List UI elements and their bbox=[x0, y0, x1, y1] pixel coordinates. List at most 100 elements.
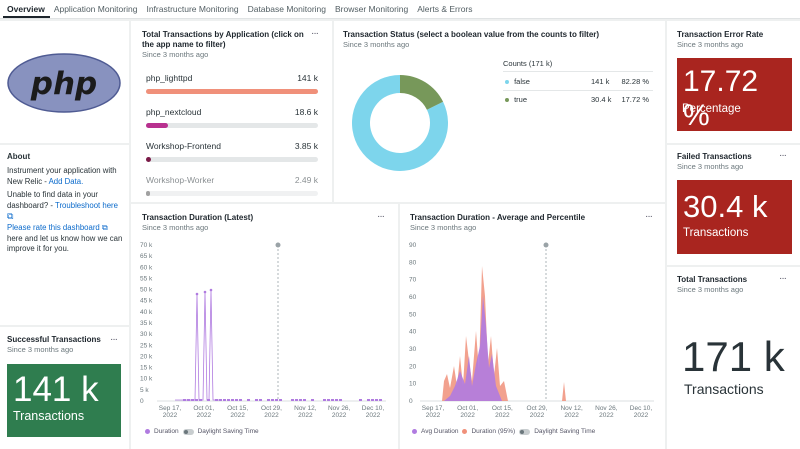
duration-baseline-mark bbox=[339, 399, 342, 401]
y-tick-label: 70 k bbox=[140, 242, 153, 249]
y-tick-label: 30 k bbox=[140, 331, 153, 338]
app-bar-track bbox=[146, 123, 318, 128]
x-tick-label: Nov 26, 2022 bbox=[595, 405, 618, 419]
duration-baseline-mark bbox=[187, 399, 190, 401]
rate-dashboard-link[interactable]: Please rate this dashboard bbox=[7, 223, 100, 232]
legend-duration[interactable]: Duration bbox=[154, 428, 179, 435]
y-tick-label: 50 bbox=[409, 311, 417, 318]
tab-infrastructure-monitoring[interactable]: Infrastructure Monitoring bbox=[142, 4, 243, 18]
dst-marker[interactable] bbox=[276, 243, 281, 248]
y-tick-label: 35 k bbox=[140, 320, 153, 327]
duration-baseline-mark bbox=[295, 399, 298, 401]
status-swatch bbox=[505, 80, 509, 84]
dst-marker[interactable] bbox=[544, 243, 549, 248]
app-bar-fill bbox=[146, 123, 168, 128]
duration-baseline-mark bbox=[359, 399, 362, 401]
tab-alerts-errors[interactable]: Alerts & Errors bbox=[413, 4, 477, 18]
tab-database-monitoring[interactable]: Database Monitoring bbox=[244, 4, 331, 18]
y-tick-label: 90 bbox=[409, 242, 417, 249]
duration-baseline-mark bbox=[219, 399, 222, 401]
duration-baseline-mark bbox=[323, 399, 326, 401]
more-options-icon[interactable]: ··· bbox=[110, 334, 117, 345]
duration-baseline-mark bbox=[223, 399, 226, 401]
legend-dst[interactable]: Daylight Saving Time bbox=[198, 428, 259, 435]
more-options-icon[interactable]: ··· bbox=[779, 150, 786, 161]
status-pct: 17.72 % bbox=[621, 95, 649, 104]
about-title: About bbox=[7, 152, 30, 161]
duration-baseline-mark bbox=[207, 399, 210, 401]
duration-latest-card: Transaction Duration (Latest) Since 3 mo… bbox=[131, 204, 398, 449]
x-tick-label: Oct 01, 2022 bbox=[193, 405, 214, 419]
y-tick-label: 40 k bbox=[140, 309, 153, 316]
total-label: Transactions bbox=[684, 381, 764, 397]
status-name[interactable]: false bbox=[514, 77, 530, 86]
y-tick-label: 80 bbox=[409, 259, 417, 266]
dst-toggle[interactable] bbox=[183, 429, 194, 435]
app-name[interactable]: php_nextcloud bbox=[146, 107, 318, 117]
y-tick-label: 15 k bbox=[140, 365, 153, 372]
total-by-app-subtitle: Since 3 months ago bbox=[142, 50, 208, 59]
legend-avg-duration[interactable]: Avg Duration bbox=[421, 428, 458, 435]
status-name[interactable]: true bbox=[514, 95, 527, 104]
duration-latest-title: Transaction Duration (Latest) bbox=[142, 213, 253, 223]
x-tick-label: Oct 29, 2022 bbox=[261, 405, 282, 419]
y-tick-label: 60 bbox=[409, 294, 417, 301]
tab-application-monitoring[interactable]: Application Monitoring bbox=[50, 4, 143, 18]
external-link-icon: ⧉ bbox=[102, 223, 108, 232]
error-rate-title: Transaction Error Rate bbox=[677, 30, 763, 40]
more-options-icon[interactable]: ··· bbox=[779, 273, 786, 284]
duration-baseline-mark bbox=[231, 399, 234, 401]
app-name[interactable]: php_lighttpd bbox=[146, 73, 318, 83]
duration-baseline-mark bbox=[327, 399, 330, 401]
app-bar-fill bbox=[146, 191, 150, 196]
y-tick-label: 0 bbox=[140, 398, 144, 405]
app-name[interactable]: Workshop-Frontend bbox=[146, 141, 318, 151]
app-row[interactable]: Workshop-Frontend 3.85 k bbox=[146, 141, 318, 151]
app-row[interactable]: php_lighttpd 141 k bbox=[146, 73, 318, 83]
y-tick-label: 30 bbox=[409, 346, 417, 353]
more-options-icon[interactable]: ··· bbox=[377, 211, 384, 222]
duration-point[interactable] bbox=[204, 291, 207, 294]
app-bar-track bbox=[146, 89, 318, 94]
duration-average-legend: Avg Duration Duration (95%) Daylight Sav… bbox=[412, 428, 595, 435]
tab-overview[interactable]: Overview bbox=[3, 4, 50, 18]
tab-browser-monitoring[interactable]: Browser Monitoring bbox=[331, 4, 413, 18]
legend-duration-95[interactable]: Duration (95%) bbox=[471, 428, 515, 435]
app-bar-track bbox=[146, 157, 318, 162]
y-tick-label: 20 bbox=[409, 363, 417, 370]
x-tick-label: Oct 29, 2022 bbox=[527, 405, 548, 419]
status-row[interactable]: true 30.4 k 17.72 % bbox=[505, 95, 651, 104]
app-name[interactable]: Workshop-Worker bbox=[146, 175, 318, 185]
app-row[interactable]: Workshop-Worker 2.49 k bbox=[146, 175, 318, 185]
app-bar-track bbox=[146, 191, 318, 196]
error-rate-card: Transaction Error Rate Since 3 months ag… bbox=[667, 21, 800, 143]
status-subtitle: Since 3 months ago bbox=[343, 40, 409, 49]
status-counts-header: Counts (171 k) bbox=[503, 59, 552, 68]
legend-dst[interactable]: Daylight Saving Time bbox=[534, 428, 595, 435]
y-tick-label: 65 k bbox=[140, 253, 153, 260]
total-by-application-card: Total Transactions by Application (click… bbox=[131, 21, 332, 202]
error-rate-label: Percentage bbox=[682, 103, 741, 115]
duration-point[interactable] bbox=[196, 293, 199, 296]
donut-slice-true[interactable] bbox=[400, 75, 443, 110]
more-options-icon[interactable]: ··· bbox=[311, 28, 318, 39]
add-data-link[interactable]: Add Data. bbox=[49, 177, 84, 186]
x-tick-label: Nov 12, 2022 bbox=[294, 405, 317, 419]
duration-baseline-mark bbox=[331, 399, 334, 401]
status-row[interactable]: false 141 k 82.28 % bbox=[505, 77, 651, 86]
duration-baseline-mark bbox=[275, 399, 278, 401]
php-logo-text: php bbox=[30, 66, 97, 102]
duration-baseline-mark bbox=[227, 399, 230, 401]
app-row[interactable]: php_nextcloud 18.6 k bbox=[146, 107, 318, 117]
more-options-icon[interactable]: ··· bbox=[645, 211, 652, 222]
status-pct: 82.28 % bbox=[621, 77, 649, 86]
dst-toggle[interactable] bbox=[519, 429, 530, 435]
status-title: Transaction Status (select a boolean val… bbox=[343, 30, 599, 40]
duration-baseline-mark bbox=[199, 399, 202, 401]
successful-billboard: 141 k Transactions bbox=[7, 364, 121, 437]
y-tick-label: 60 k bbox=[140, 264, 153, 271]
duration-point[interactable] bbox=[210, 289, 213, 292]
duration-baseline-mark bbox=[371, 399, 374, 401]
troubleshoot-link[interactable]: Troubleshoot here bbox=[55, 201, 118, 210]
duration-average-card: Transaction Duration - Average and Perce… bbox=[400, 204, 665, 449]
